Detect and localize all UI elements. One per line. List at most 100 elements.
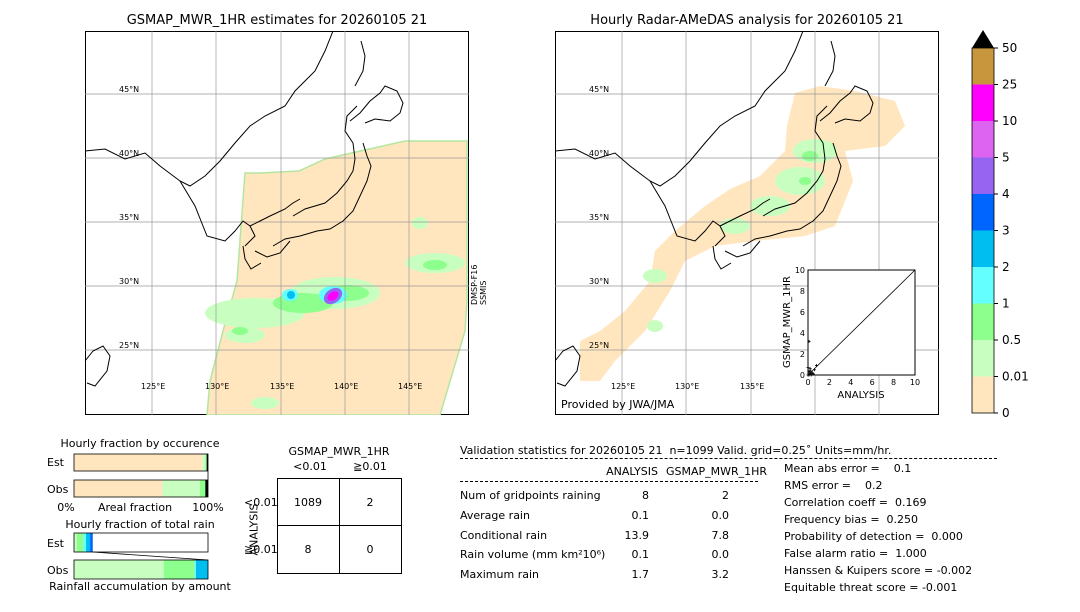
row-label: Est bbox=[47, 456, 65, 469]
bar-segment bbox=[162, 480, 200, 497]
row-header: ≧0.01 bbox=[244, 543, 278, 556]
score-line: Mean abs error = 0.1 bbox=[784, 462, 912, 475]
col-header: <0.01 bbox=[293, 460, 327, 473]
reference-line bbox=[807, 269, 916, 376]
colorbar-segment bbox=[972, 340, 994, 377]
colorbar-segment bbox=[972, 230, 994, 267]
stat-label: Maximum rain bbox=[460, 568, 539, 581]
contingency-table: 1089 2 8 0 bbox=[277, 478, 402, 574]
score-line: Equitable threat score = -0.001 bbox=[784, 581, 958, 594]
col-gsmap: GSMAP_MWR_1HR bbox=[666, 465, 768, 478]
colorbar-label: 3 bbox=[1002, 224, 1010, 238]
lat-label: 30°N bbox=[589, 277, 609, 286]
colorbar-segment bbox=[972, 194, 994, 231]
bar-segment bbox=[194, 560, 196, 579]
stat-gsmap: 2 bbox=[722, 489, 729, 502]
x-tick-label: 2 bbox=[827, 378, 832, 387]
colorbar-label: 0 bbox=[1002, 406, 1010, 420]
lat-label: 45°N bbox=[589, 85, 609, 94]
x-tick-label: 10 bbox=[910, 378, 920, 387]
colorbar-label: 1 bbox=[1002, 297, 1010, 311]
colorbar-segment bbox=[972, 84, 994, 121]
bar-segment bbox=[74, 480, 163, 497]
stat-analysis: 0.1 bbox=[631, 509, 650, 522]
lon-label: 125°E bbox=[141, 382, 165, 391]
col-analysis: ANALYSIS bbox=[606, 465, 658, 478]
stat-analysis: 8 bbox=[642, 489, 649, 502]
colorbar-segment bbox=[972, 157, 994, 194]
scatter-point bbox=[809, 373, 813, 377]
lat-label: 35°N bbox=[119, 213, 139, 222]
lon-label: 125°E bbox=[611, 382, 635, 391]
col-header: ≧0.01 bbox=[353, 460, 387, 473]
occurrence-xlabel: Areal fraction bbox=[98, 501, 172, 514]
score-line: Correlation coeff = 0.169 bbox=[784, 496, 927, 509]
y-tick-label: 0 bbox=[800, 371, 805, 380]
colorbar-label: 0.5 bbox=[1002, 333, 1021, 347]
lon-label: 135°E bbox=[270, 382, 294, 391]
colorbar-label: 10 bbox=[1002, 114, 1017, 128]
occurrence-title: Hourly fraction by occurence bbox=[60, 437, 220, 450]
bar-segment bbox=[205, 454, 207, 471]
lat-label: 25°N bbox=[589, 341, 609, 350]
bar-frame bbox=[73, 453, 209, 472]
lon-label: 140°E bbox=[334, 382, 358, 391]
score-line: RMS error = 0.2 bbox=[784, 479, 883, 492]
lat-label: 40°N bbox=[119, 149, 139, 158]
x-tick-label: 4 bbox=[848, 378, 853, 387]
rain-areas bbox=[205, 217, 465, 409]
bar-segment bbox=[199, 480, 206, 497]
x-tick-label: 6 bbox=[870, 378, 875, 387]
bar-segment bbox=[86, 533, 91, 552]
stat-label: Conditional rain bbox=[460, 529, 548, 542]
stat-analysis: 0.1 bbox=[631, 548, 650, 561]
right-map-title: Hourly Radar-AMeDAS analysis for 2026010… bbox=[590, 13, 904, 28]
bar-frame bbox=[73, 532, 209, 553]
score-line: Probability of detection = 0.000 bbox=[784, 530, 963, 543]
stat-label: Average rain bbox=[460, 509, 530, 522]
x-tick-label: 0 bbox=[805, 378, 810, 387]
bar-segment bbox=[206, 454, 208, 471]
sensor-label: DMSP-F16 SSMIS bbox=[470, 264, 488, 305]
table-cell: 0 bbox=[367, 543, 374, 556]
occurrence-chart: Est Obs 0% 100% Areal fraction bbox=[47, 453, 224, 514]
y-tick-label: 8 bbox=[800, 287, 805, 296]
map-grid bbox=[85, 31, 469, 415]
row-label: Est bbox=[47, 537, 65, 550]
bar-segment bbox=[76, 533, 84, 552]
colorbar-segment bbox=[972, 303, 994, 340]
stat-analysis: 13.9 bbox=[624, 529, 650, 542]
total-rain-chart: Est Obs bbox=[47, 532, 209, 580]
validation-header: Validation statistics for 20260105 21 n=… bbox=[460, 444, 892, 457]
contingency-title: GSMAP_MWR_1HR bbox=[288, 445, 390, 458]
y-tick-label: 2 bbox=[800, 350, 805, 359]
colorbar-label: 25 bbox=[1002, 78, 1017, 92]
provider-label: Provided by JWA/JMA bbox=[561, 398, 675, 411]
score-line: False alarm ratio = 1.000 bbox=[784, 547, 927, 560]
colorbar: 50 25 10 5 4 3 2 1 0.5 0.01 0 bbox=[971, 30, 1029, 420]
left-map-title: GSMAP_MWR_1HR estimates for 20260105 21 bbox=[126, 13, 428, 28]
scatter-point bbox=[808, 367, 812, 371]
score-line: Frequency bias = 0.250 bbox=[784, 513, 919, 526]
bar-segment bbox=[202, 454, 206, 471]
scatter-point bbox=[812, 368, 816, 372]
stat-gsmap: 0.0 bbox=[711, 548, 730, 561]
colorbar-segment bbox=[972, 121, 994, 158]
y-tick-label: 6 bbox=[800, 308, 805, 317]
scatter-plot: ANALYSIS GSMAP_MWR_1HR 00 2 2 4 4 6 6 8 8 10 10 bbox=[782, 266, 920, 401]
stat-label: Num of gridpoints raining bbox=[460, 489, 601, 502]
bar-segment bbox=[163, 560, 195, 579]
scatter-point bbox=[815, 364, 819, 368]
lon-label: 130°E bbox=[205, 382, 229, 391]
stat-label: Rain volume (mm km²10⁶) bbox=[460, 548, 606, 561]
y-tick-label: 4 bbox=[800, 329, 805, 338]
lat-label: 25°N bbox=[119, 341, 139, 350]
colorbar-segment bbox=[972, 48, 994, 85]
scatter-ylabel: GSMAP_MWR_1HR bbox=[782, 276, 793, 368]
divider bbox=[460, 481, 758, 482]
colorbar-segment bbox=[972, 376, 994, 413]
connector-line bbox=[92, 551, 209, 561]
bar-frame bbox=[73, 479, 209, 498]
coastline bbox=[555, 31, 874, 387]
colorbar-label: 4 bbox=[1002, 187, 1010, 201]
